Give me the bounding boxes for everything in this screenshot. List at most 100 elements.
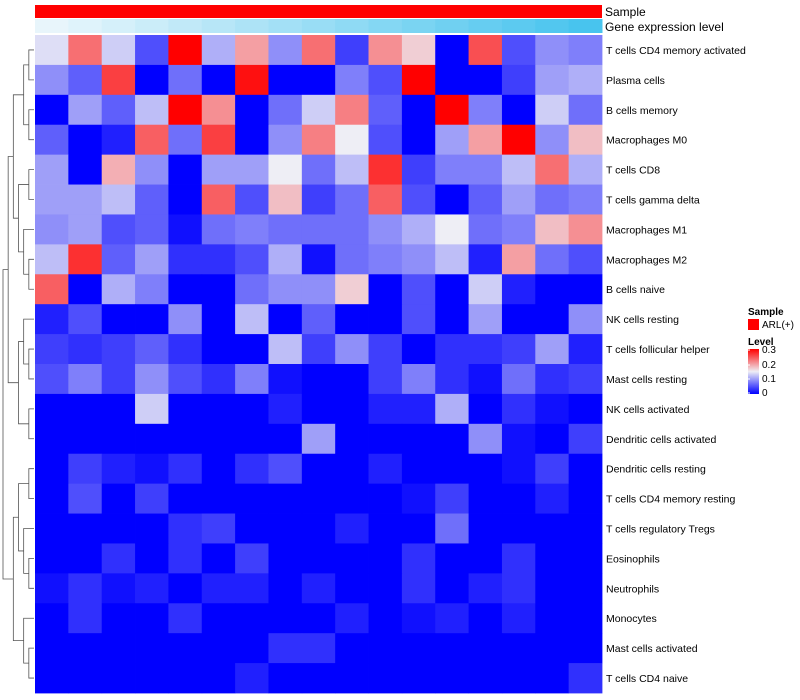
row-label: T cells follicular helper (606, 344, 710, 356)
heatmap-cell (401, 393, 436, 425)
heatmap-cell (335, 184, 369, 215)
heatmap-cell (368, 64, 403, 96)
heatmap-cell (168, 364, 203, 395)
heatmap-cell (235, 124, 269, 156)
heatmap-cell (101, 663, 136, 694)
heatmap-cell (535, 35, 570, 66)
heatmap-cell (68, 244, 103, 275)
heatmap-cell (35, 393, 69, 425)
gene-expression-cell (368, 19, 403, 33)
heatmap-cell (468, 244, 503, 275)
legend-sample-title: Sample (748, 307, 784, 318)
heatmap-cell (168, 423, 203, 455)
heatmap-cell (435, 603, 469, 634)
gene-expression-cell (568, 19, 603, 33)
gene-expression-cell (501, 19, 536, 33)
heatmap-cell (568, 304, 603, 335)
heatmap-cell (201, 603, 236, 634)
heatmap-cell (335, 453, 369, 485)
heatmap-cell (468, 483, 503, 514)
heatmap-cell (501, 633, 536, 664)
heatmap-cell (468, 154, 503, 185)
heatmap-cell (301, 573, 336, 604)
heatmap-cell (35, 633, 69, 664)
legend-tick-0-3: 0.3 (762, 345, 776, 356)
heatmap-cell (201, 184, 236, 215)
heatmap-cell (201, 633, 236, 664)
heatmap-cell (135, 244, 169, 275)
heatmap-cell (135, 304, 169, 335)
heatmap-cell (335, 423, 369, 455)
heatmap-cell (535, 663, 570, 694)
heatmap-cell (68, 633, 103, 664)
heatmap-cell (568, 274, 603, 305)
heatmap-cell (201, 214, 236, 245)
heatmap-cell (401, 483, 436, 514)
heatmap-cell (535, 633, 570, 664)
heatmap-cell (235, 393, 269, 425)
heatmap-cell (535, 214, 570, 245)
heatmap-cell (535, 124, 570, 156)
heatmap-cell (301, 184, 336, 215)
heatmap-cell (535, 94, 570, 126)
heatmap-cell (235, 154, 269, 185)
dendrogram-branch (28, 408, 34, 440)
heatmap-cell (68, 334, 103, 365)
heatmap-cell (468, 94, 503, 126)
heatmap-cell (368, 543, 403, 574)
dendrogram-branch (28, 647, 34, 679)
heatmap-cell (568, 214, 603, 245)
heatmap-cell (235, 633, 269, 664)
heatmap-cell (468, 453, 503, 485)
heatmap-cell (235, 663, 269, 694)
heatmap-cell (235, 423, 269, 455)
column-annotations (35, 5, 603, 33)
heatmap-cell (268, 274, 303, 305)
heatmap-cell (468, 364, 503, 395)
heatmap-cell (401, 453, 436, 485)
heatmap-cell (401, 304, 436, 335)
heatmap-cell (135, 154, 169, 185)
heatmap-cell (535, 423, 570, 455)
dendrogram-branch (23, 528, 34, 574)
heatmap-cell (35, 364, 69, 395)
heatmap-cell (68, 184, 103, 215)
heatmap-cell (101, 543, 136, 574)
row-label: Dendritic cells activated (606, 434, 716, 446)
heatmap-cell (368, 663, 403, 694)
heatmap-cell (268, 453, 303, 485)
heatmap-cell (501, 124, 536, 156)
heatmap-cell (235, 603, 269, 634)
heatmap-cell (301, 244, 336, 275)
heatmap-cell (335, 543, 369, 574)
heatmap-cell (401, 124, 436, 156)
heatmap-cell (68, 214, 103, 245)
heatmap-cell (535, 304, 570, 335)
heatmap-cell (101, 35, 136, 66)
heatmap-cell (301, 94, 336, 126)
heatmap-cell (301, 304, 336, 335)
heatmap-cell (368, 364, 403, 395)
heatmap-cell (468, 633, 503, 664)
row-label: Macrophages M2 (606, 254, 687, 266)
row-label: B cells memory (606, 105, 679, 117)
heatmap-cell (135, 513, 169, 544)
heatmap-cell (135, 573, 169, 604)
heatmap-cell (35, 663, 69, 694)
heatmap-cells (35, 35, 603, 694)
heatmap-cell (268, 483, 303, 514)
heatmap-cell (535, 244, 570, 275)
row-label: T cells regulatory Tregs (606, 524, 715, 536)
heatmap-cell (135, 35, 169, 66)
heatmap-cell (535, 543, 570, 574)
heatmap-cell (168, 184, 203, 215)
heatmap-cell (135, 483, 169, 514)
heatmap-cell (135, 64, 169, 96)
heatmap-cell (201, 364, 236, 395)
heatmap-cell (401, 274, 436, 305)
heatmap-cell (168, 124, 203, 156)
heatmap-cell (568, 35, 603, 66)
heatmap-cell (501, 543, 536, 574)
heatmap-cell (568, 513, 603, 544)
heatmap-cell (368, 573, 403, 604)
